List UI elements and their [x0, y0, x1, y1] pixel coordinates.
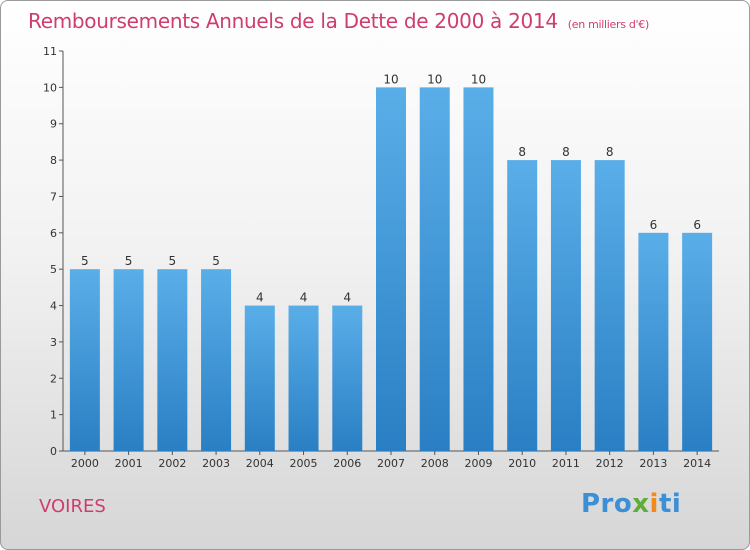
- x-tick-label: 2002: [158, 457, 186, 470]
- x-tick-label: 2005: [290, 457, 318, 470]
- chart-bars: [69, 87, 713, 451]
- x-tick-label: 2007: [377, 457, 405, 470]
- y-tick-label: 0: [50, 445, 57, 458]
- data-label: 4: [300, 291, 308, 305]
- bar: [594, 160, 625, 451]
- y-tick-label: 1: [50, 409, 57, 422]
- bar: [463, 87, 494, 451]
- data-label: 4: [343, 291, 351, 305]
- bar: [201, 269, 232, 451]
- data-label: 5: [169, 254, 177, 268]
- data-label: 6: [693, 218, 701, 232]
- bar: [288, 305, 319, 451]
- x-tick-label: 2000: [71, 457, 99, 470]
- chart-units: (en milliers d'€): [567, 18, 649, 31]
- y-tick-label: 11: [43, 45, 57, 58]
- bar: [113, 269, 144, 451]
- y-tick-label: 3: [50, 336, 57, 349]
- data-label: 10: [383, 72, 398, 86]
- x-tick-label: 2004: [246, 457, 274, 470]
- x-tick-label: 2003: [202, 457, 230, 470]
- x-tick-label: 2009: [464, 457, 492, 470]
- x-tick-label: 2008: [421, 457, 449, 470]
- y-tick-label: 9: [50, 118, 57, 131]
- chart-y-ticks: 0 1 2 3 4 5 6 7 8 9 10 11: [43, 45, 63, 458]
- chart-title: Remboursements Annuels de la Dette de 20…: [28, 9, 649, 33]
- bar: [419, 87, 450, 451]
- y-tick-label: 7: [50, 190, 57, 203]
- y-tick-label: 4: [50, 300, 57, 313]
- x-tick-label: 2001: [115, 457, 143, 470]
- bar: [638, 232, 669, 451]
- chart-x-ticks: 2000 2001 2002 2003 2004 2005 2006 2007 2008 2009…: [71, 451, 711, 470]
- y-tick-label: 2: [50, 372, 57, 385]
- y-tick-label: 8: [50, 154, 57, 167]
- city-name: VOIRES: [39, 496, 106, 517]
- x-tick-label: 2010: [508, 457, 536, 470]
- bar: [332, 305, 363, 451]
- proxiti-logo: Proxiti: [581, 489, 682, 519]
- data-label: 8: [606, 145, 614, 159]
- data-label: 4: [256, 291, 264, 305]
- data-label: 8: [562, 145, 570, 159]
- data-label: 10: [471, 72, 486, 86]
- x-tick-label: 2012: [596, 457, 624, 470]
- x-tick-label: 2013: [639, 457, 667, 470]
- bar: [244, 305, 275, 451]
- bar: [69, 269, 100, 451]
- y-tick-label: 10: [43, 81, 57, 94]
- chart-title-text: Remboursements Annuels de la Dette de 20…: [28, 9, 558, 33]
- data-label: 5: [125, 254, 133, 268]
- data-label: 8: [518, 145, 526, 159]
- bar: [682, 232, 713, 451]
- y-tick-label: 5: [50, 263, 57, 276]
- bar: [376, 87, 406, 451]
- bar: [550, 160, 581, 451]
- data-label: 10: [427, 72, 442, 86]
- chart-data-labels: 5 5 5 5 4 4 4 10 10 10 8 8 8 6 6: [81, 72, 701, 304]
- data-label: 5: [212, 254, 220, 268]
- data-label: 5: [81, 254, 89, 268]
- bar: [157, 269, 188, 451]
- data-label: 6: [650, 218, 658, 232]
- x-tick-label: 2006: [333, 457, 361, 470]
- x-tick-label: 2011: [552, 457, 580, 470]
- y-tick-label: 6: [50, 227, 57, 240]
- x-tick-label: 2014: [683, 457, 711, 470]
- bar: [507, 160, 538, 451]
